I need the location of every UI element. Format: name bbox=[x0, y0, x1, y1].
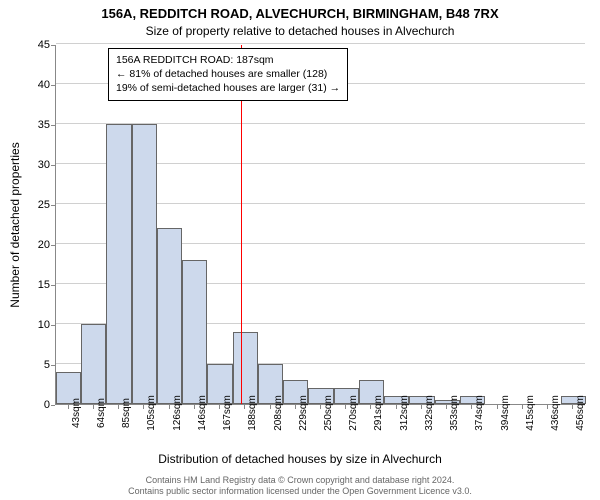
x-tick-label: 250sqm bbox=[323, 395, 334, 431]
y-tick-mark bbox=[51, 85, 55, 86]
x-tick-mark bbox=[421, 405, 422, 409]
x-tick-mark bbox=[244, 405, 245, 409]
y-tick-label: 25 bbox=[20, 199, 50, 211]
x-tick-label: 270sqm bbox=[348, 395, 359, 431]
x-tick-label: 188sqm bbox=[247, 395, 258, 431]
x-tick-mark bbox=[547, 405, 548, 409]
x-tick-mark bbox=[194, 405, 195, 409]
x-tick-mark bbox=[497, 405, 498, 409]
x-tick-mark bbox=[471, 405, 472, 409]
x-tick-mark bbox=[320, 405, 321, 409]
x-tick-mark bbox=[345, 405, 346, 409]
x-tick-label: 229sqm bbox=[298, 395, 309, 431]
histogram-bar bbox=[157, 228, 182, 404]
y-tick-mark bbox=[51, 325, 55, 326]
info-line-3: 19% of semi-detached houses are larger (… bbox=[116, 81, 340, 95]
histogram-bar bbox=[132, 124, 157, 404]
y-tick-label: 5 bbox=[20, 359, 50, 371]
x-tick-label: 456sqm bbox=[575, 395, 586, 431]
footer-line-1: Contains HM Land Registry data © Crown c… bbox=[0, 475, 600, 486]
y-tick-mark bbox=[51, 45, 55, 46]
y-tick-label: 15 bbox=[20, 279, 50, 291]
x-tick-label: 208sqm bbox=[273, 395, 284, 431]
y-tick-mark bbox=[51, 205, 55, 206]
y-tick-label: 0 bbox=[20, 399, 50, 411]
x-tick-label: 105sqm bbox=[146, 395, 157, 431]
histogram-bar bbox=[106, 124, 131, 404]
x-tick-mark bbox=[572, 405, 573, 409]
y-tick-label: 40 bbox=[20, 79, 50, 91]
x-tick-label: 394sqm bbox=[500, 395, 511, 431]
x-tick-mark bbox=[396, 405, 397, 409]
x-tick-label: 374sqm bbox=[474, 395, 485, 431]
y-tick-mark bbox=[51, 405, 55, 406]
x-tick-mark bbox=[295, 405, 296, 409]
x-tick-label: 312sqm bbox=[399, 395, 410, 431]
x-tick-mark bbox=[270, 405, 271, 409]
footer-attribution: Contains HM Land Registry data © Crown c… bbox=[0, 475, 600, 497]
y-tick-mark bbox=[51, 365, 55, 366]
x-tick-mark bbox=[93, 405, 94, 409]
x-tick-label: 353sqm bbox=[449, 395, 460, 431]
x-tick-mark bbox=[143, 405, 144, 409]
y-tick-label: 45 bbox=[20, 39, 50, 51]
y-tick-mark bbox=[51, 285, 55, 286]
x-tick-label: 64sqm bbox=[96, 398, 107, 428]
x-tick-label: 167sqm bbox=[222, 395, 233, 431]
histogram-bar bbox=[182, 260, 207, 404]
info-box: 156A REDDITCH ROAD: 187sqm ← 81% of deta… bbox=[108, 48, 348, 101]
x-tick-mark bbox=[118, 405, 119, 409]
x-tick-label: 291sqm bbox=[373, 395, 384, 431]
x-tick-mark bbox=[169, 405, 170, 409]
y-tick-mark bbox=[51, 165, 55, 166]
property-size-chart: 156A, REDDITCH ROAD, ALVECHURCH, BIRMING… bbox=[0, 0, 600, 500]
x-axis-label: Distribution of detached houses by size … bbox=[0, 452, 600, 466]
x-tick-mark bbox=[522, 405, 523, 409]
x-tick-label: 43sqm bbox=[71, 398, 82, 428]
chart-title-main: 156A, REDDITCH ROAD, ALVECHURCH, BIRMING… bbox=[0, 6, 600, 21]
x-tick-mark bbox=[370, 405, 371, 409]
y-tick-label: 30 bbox=[20, 159, 50, 171]
histogram-bar bbox=[81, 324, 106, 404]
y-tick-label: 10 bbox=[20, 319, 50, 331]
grid-line bbox=[56, 43, 585, 44]
x-tick-mark bbox=[219, 405, 220, 409]
info-line-2: ← 81% of detached houses are smaller (12… bbox=[116, 67, 340, 81]
y-tick-mark bbox=[51, 125, 55, 126]
histogram-bar bbox=[233, 332, 258, 404]
x-tick-label: 415sqm bbox=[525, 395, 536, 431]
x-tick-mark bbox=[68, 405, 69, 409]
x-tick-label: 436sqm bbox=[550, 395, 561, 431]
y-tick-mark bbox=[51, 245, 55, 246]
x-tick-label: 126sqm bbox=[172, 395, 183, 431]
x-tick-label: 85sqm bbox=[121, 398, 132, 428]
x-tick-label: 146sqm bbox=[197, 395, 208, 431]
chart-title-sub: Size of property relative to detached ho… bbox=[0, 24, 600, 38]
y-tick-label: 20 bbox=[20, 239, 50, 251]
info-line-1: 156A REDDITCH ROAD: 187sqm bbox=[116, 53, 340, 67]
x-tick-label: 332sqm bbox=[424, 395, 435, 431]
x-tick-mark bbox=[446, 405, 447, 409]
footer-line-2: Contains public sector information licen… bbox=[0, 486, 600, 497]
y-tick-label: 35 bbox=[20, 119, 50, 131]
